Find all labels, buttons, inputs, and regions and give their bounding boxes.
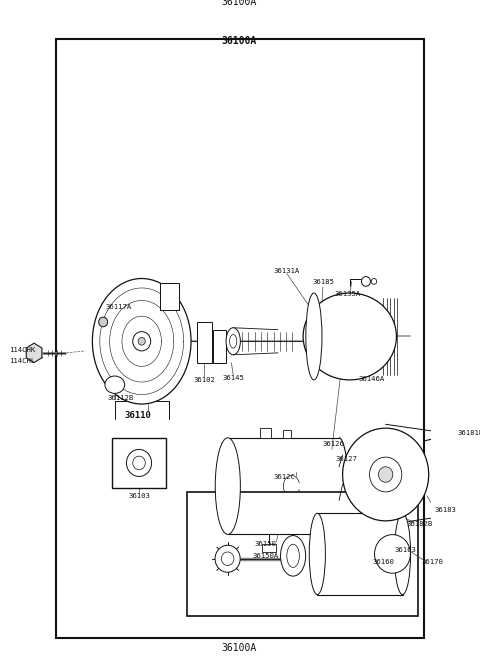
Circle shape <box>215 545 240 572</box>
Bar <box>56 39 424 638</box>
Ellipse shape <box>280 535 306 576</box>
Bar <box>443 430 456 436</box>
Text: 36112B: 36112B <box>108 396 134 401</box>
Text: 36146A: 36146A <box>359 376 385 382</box>
Ellipse shape <box>303 293 396 380</box>
Text: 36182B: 36182B <box>406 521 432 527</box>
Text: 36170: 36170 <box>421 560 444 566</box>
Ellipse shape <box>395 513 410 595</box>
Circle shape <box>133 456 145 470</box>
Circle shape <box>374 535 410 573</box>
Text: 36100A: 36100A <box>221 643 256 653</box>
Text: 36117A: 36117A <box>106 304 132 310</box>
Text: 36131A: 36131A <box>274 267 300 274</box>
Text: 36183: 36183 <box>434 507 456 513</box>
Text: 36102: 36102 <box>194 377 216 383</box>
Text: 3612C: 3612C <box>274 474 295 480</box>
Text: 36126: 36126 <box>323 442 345 447</box>
Bar <box>283 430 291 438</box>
Bar <box>314 338 323 345</box>
Text: 36160: 36160 <box>373 560 395 566</box>
Circle shape <box>138 338 145 345</box>
Circle shape <box>99 317 108 327</box>
Bar <box>262 544 276 552</box>
Text: 114CHK: 114CHK <box>9 347 35 353</box>
Circle shape <box>372 279 377 284</box>
Bar <box>187 492 418 616</box>
Ellipse shape <box>105 376 125 394</box>
Text: 36163: 36163 <box>395 547 416 553</box>
Text: 36145: 36145 <box>222 375 244 381</box>
Circle shape <box>361 277 371 286</box>
Text: 36150A: 36150A <box>252 553 278 558</box>
Bar <box>214 330 226 363</box>
Text: 36110: 36110 <box>125 411 152 420</box>
Ellipse shape <box>229 334 237 348</box>
Bar <box>260 428 271 438</box>
Text: 36135A: 36135A <box>335 291 361 297</box>
Circle shape <box>370 457 402 492</box>
Text: 36103: 36103 <box>128 493 150 499</box>
Ellipse shape <box>312 320 324 340</box>
Bar <box>160 283 180 310</box>
Ellipse shape <box>92 279 191 404</box>
Text: 36181B: 36181B <box>457 430 480 436</box>
Bar <box>197 322 212 363</box>
Circle shape <box>343 428 429 521</box>
Bar <box>317 513 403 595</box>
Ellipse shape <box>215 438 240 534</box>
Text: 36100A: 36100A <box>221 0 256 7</box>
Text: 114CHL: 114CHL <box>9 357 35 364</box>
Polygon shape <box>26 343 42 363</box>
Text: 36127: 36127 <box>336 456 357 462</box>
Text: 36185: 36185 <box>312 279 334 285</box>
Ellipse shape <box>306 293 322 380</box>
Ellipse shape <box>226 328 240 355</box>
Circle shape <box>133 332 151 351</box>
Bar <box>112 438 166 488</box>
Ellipse shape <box>309 513 325 595</box>
Circle shape <box>221 552 234 566</box>
Ellipse shape <box>287 544 300 568</box>
Circle shape <box>126 449 152 476</box>
Text: 36150: 36150 <box>254 541 276 547</box>
Text: 36100A: 36100A <box>221 36 256 46</box>
Circle shape <box>379 466 393 482</box>
